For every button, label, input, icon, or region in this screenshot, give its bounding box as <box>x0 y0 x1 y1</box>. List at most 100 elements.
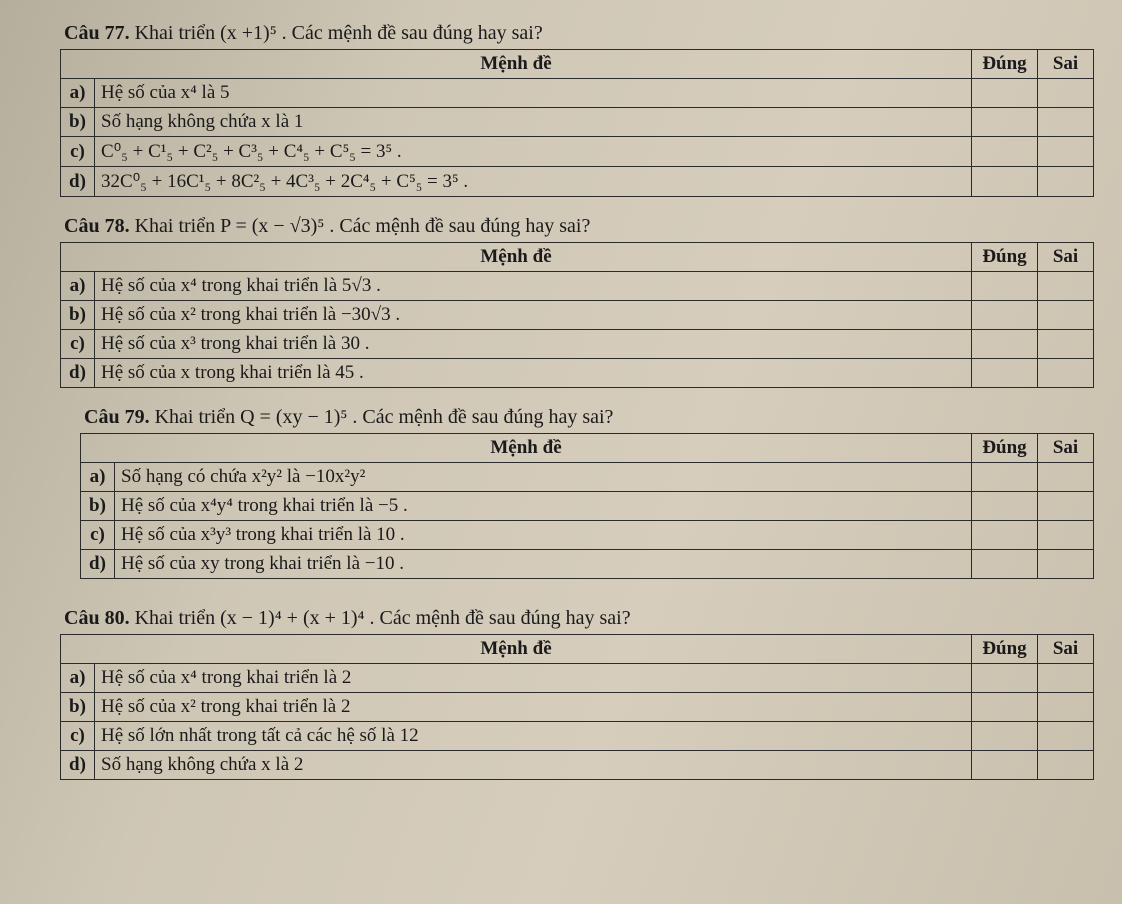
table-row: b) Số hạng không chứa x là 1 <box>61 108 1094 137</box>
table-row: d) 32C⁰₅ + 16C¹₅ + 8C²₅ + 4C³₅ + 2C⁴₅ + … <box>61 167 1094 197</box>
question-80: Câu 80. Khai triển (x − 1)⁴ + (x + 1)⁴ .… <box>60 607 1094 780</box>
statement-cell: C⁰₅ + C¹₅ + C²₅ + C³₅ + C⁴₅ + C⁵₅ = 3⁵ . <box>95 137 972 167</box>
statement-cell: Số hạng không chứa x là 1 <box>95 108 972 137</box>
question-77-title: Câu 77. Khai triển (x +1)⁵ . Các mệnh đề… <box>64 22 1094 45</box>
table-row: a) Hệ số của x⁴ là 5 <box>61 79 1094 108</box>
dung-cell[interactable] <box>972 751 1038 780</box>
sai-cell[interactable] <box>1038 301 1094 330</box>
question-number: Câu 77. <box>64 22 130 44</box>
dung-cell[interactable] <box>972 167 1038 197</box>
sai-cell[interactable] <box>1038 722 1094 751</box>
sai-cell[interactable] <box>1038 167 1094 197</box>
row-label: a) <box>61 79 95 108</box>
row-label: c) <box>81 521 115 550</box>
statement-cell: Hệ số của x⁴ trong khai triển là 2 <box>95 664 972 693</box>
table-row: c) C⁰₅ + C¹₅ + C²₅ + C³₅ + C⁴₅ + C⁵₅ = 3… <box>61 137 1094 167</box>
header-menhde: Mệnh đề <box>61 635 972 664</box>
statement-cell: Hệ số của x⁴y⁴ trong khai triển là −5 . <box>115 492 972 521</box>
table-row: c) Hệ số lớn nhất trong tất cả các hệ số… <box>61 722 1094 751</box>
row-label: b) <box>81 492 115 521</box>
header-dung: Đúng <box>972 50 1038 79</box>
row-label: a) <box>61 272 95 301</box>
sai-cell[interactable] <box>1038 463 1094 492</box>
question-79: Câu 79. Khai triển Q = (xy − 1)⁵ . Các m… <box>80 406 1094 579</box>
table-row: c) Hệ số của x³ trong khai triển là 30 . <box>61 330 1094 359</box>
sai-cell[interactable] <box>1038 272 1094 301</box>
question-77: Câu 77. Khai triển (x +1)⁵ . Các mệnh đề… <box>60 22 1094 197</box>
statement-cell: Hệ số của x² trong khai triển là 2 <box>95 693 972 722</box>
table-row: a) Số hạng có chứa x²y² là −10x²y² <box>81 463 1094 492</box>
dung-cell[interactable] <box>972 330 1038 359</box>
question-78-table: Mệnh đề Đúng Sai a) Hệ số của x⁴ trong k… <box>60 242 1094 388</box>
statement-cell: Số hạng có chứa x²y² là −10x²y² <box>115 463 972 492</box>
dung-cell[interactable] <box>972 492 1038 521</box>
header-menhde: Mệnh đề <box>81 434 972 463</box>
dung-cell[interactable] <box>972 301 1038 330</box>
sai-cell[interactable] <box>1038 79 1094 108</box>
header-sai: Sai <box>1038 434 1094 463</box>
sai-cell[interactable] <box>1038 521 1094 550</box>
sai-cell[interactable] <box>1038 137 1094 167</box>
statement-cell: Số hạng không chứa x là 2 <box>95 751 972 780</box>
dung-cell[interactable] <box>972 79 1038 108</box>
table-row: b) Hệ số của x² trong khai triển là −30√… <box>61 301 1094 330</box>
table-row: d) Hệ số của x trong khai triển là 45 . <box>61 359 1094 388</box>
dung-cell[interactable] <box>972 272 1038 301</box>
statement-cell: Hệ số của x trong khai triển là 45 . <box>95 359 972 388</box>
dung-cell[interactable] <box>972 463 1038 492</box>
question-number: Câu 79. <box>84 406 150 428</box>
statement-cell: Hệ số của x⁴ trong khai triển là 5√3 . <box>95 272 972 301</box>
table-row: d) Hệ số của xy trong khai triển là −10 … <box>81 550 1094 579</box>
sai-cell[interactable] <box>1038 330 1094 359</box>
header-sai: Sai <box>1038 635 1094 664</box>
row-label: d) <box>61 359 95 388</box>
statement-cell: 32C⁰₅ + 16C¹₅ + 8C²₅ + 4C³₅ + 2C⁴₅ + C⁵₅… <box>95 167 972 197</box>
table-header-row: Mệnh đề Đúng Sai <box>61 50 1094 79</box>
sai-cell[interactable] <box>1038 550 1094 579</box>
sai-cell[interactable] <box>1038 108 1094 137</box>
sai-cell[interactable] <box>1038 492 1094 521</box>
dung-cell[interactable] <box>972 550 1038 579</box>
sai-cell[interactable] <box>1038 359 1094 388</box>
statement-cell: Hệ số của x⁴ là 5 <box>95 79 972 108</box>
row-label: b) <box>61 108 95 137</box>
row-label: d) <box>61 751 95 780</box>
dung-cell[interactable] <box>972 108 1038 137</box>
question-number: Câu 80. <box>64 607 130 629</box>
header-dung: Đúng <box>972 434 1038 463</box>
row-label: c) <box>61 330 95 359</box>
row-label: c) <box>61 137 95 167</box>
row-label: b) <box>61 693 95 722</box>
question-80-table: Mệnh đề Đúng Sai a) Hệ số của x⁴ trong k… <box>60 634 1094 780</box>
statement-cell: Hệ số của x² trong khai triển là −30√3 . <box>95 301 972 330</box>
sai-cell[interactable] <box>1038 664 1094 693</box>
header-menhde: Mệnh đề <box>61 243 972 272</box>
table-row: d) Số hạng không chứa x là 2 <box>61 751 1094 780</box>
statement-cell: Hệ số lớn nhất trong tất cả các hệ số là… <box>95 722 972 751</box>
question-text: Khai triển (x − 1)⁴ + (x + 1)⁴ . Các mện… <box>135 607 631 629</box>
worksheet-page: Câu 77. Khai triển (x +1)⁵ . Các mệnh đề… <box>0 0 1122 904</box>
dung-cell[interactable] <box>972 693 1038 722</box>
dung-cell[interactable] <box>972 359 1038 388</box>
row-label: d) <box>81 550 115 579</box>
question-78: Câu 78. Khai triển P = (x − √3)⁵ . Các m… <box>60 215 1094 388</box>
statement-cell: Hệ số của x³ trong khai triển là 30 . <box>95 330 972 359</box>
table-row: a) Hệ số của x⁴ trong khai triển là 5√3 … <box>61 272 1094 301</box>
sai-cell[interactable] <box>1038 751 1094 780</box>
dung-cell[interactable] <box>972 664 1038 693</box>
row-label: c) <box>61 722 95 751</box>
dung-cell[interactable] <box>972 521 1038 550</box>
question-text: Khai triển Q = (xy − 1)⁵ . Các mệnh đề s… <box>155 406 614 428</box>
question-78-title: Câu 78. Khai triển P = (x − √3)⁵ . Các m… <box>64 215 1094 238</box>
table-row: b) Hệ số của x⁴y⁴ trong khai triển là −5… <box>81 492 1094 521</box>
table-row: a) Hệ số của x⁴ trong khai triển là 2 <box>61 664 1094 693</box>
header-menhde: Mệnh đề <box>61 50 972 79</box>
header-sai: Sai <box>1038 50 1094 79</box>
question-number: Câu 78. <box>64 215 130 237</box>
sai-cell[interactable] <box>1038 693 1094 722</box>
dung-cell[interactable] <box>972 722 1038 751</box>
table-header-row: Mệnh đề Đúng Sai <box>61 635 1094 664</box>
row-label: d) <box>61 167 95 197</box>
dung-cell[interactable] <box>972 137 1038 167</box>
table-header-row: Mệnh đề Đúng Sai <box>81 434 1094 463</box>
